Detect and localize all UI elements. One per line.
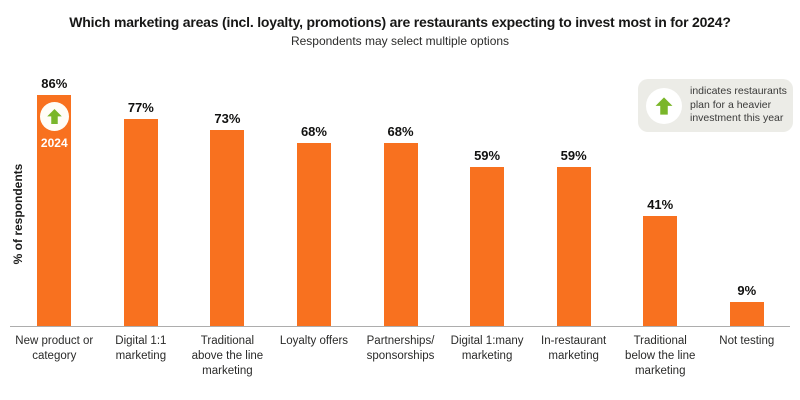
- bar: [556, 167, 591, 326]
- bar-value-label: 41%: [647, 197, 674, 212]
- bar: 2024: [37, 95, 72, 326]
- category-label: In-restaurant marketing: [541, 335, 607, 362]
- bars-area: 86% 2024 77% 73% 68% 68% 59% 59% 41% 9%: [11, 57, 790, 326]
- bar-column: 59%: [530, 57, 617, 326]
- up-arrow-icon: [646, 87, 682, 124]
- bar-column: 77%: [98, 57, 185, 326]
- x-axis-line: [10, 326, 790, 327]
- bar: [210, 130, 245, 326]
- category-label: Not testing: [719, 335, 775, 347]
- up-arrow-icon: [39, 102, 69, 131]
- bar-value-label: 59%: [474, 148, 501, 163]
- category-label: Traditional above the line marketing: [191, 335, 264, 377]
- bar-column: 9%: [704, 57, 791, 326]
- bar-value-label: 73%: [214, 111, 241, 126]
- category-label: Digital 1:many marketing: [450, 335, 524, 362]
- bar: [729, 302, 764, 326]
- bar-value-label: 9%: [737, 283, 757, 298]
- bar: [383, 143, 418, 326]
- bar-column: 86% 2024: [11, 57, 98, 326]
- bar-column: 73%: [184, 57, 271, 326]
- category-labels: New product or category Digital 1:1 marke…: [11, 334, 790, 379]
- legend-text: indicates restaurants plan for a heavier…: [690, 84, 787, 125]
- bar-value-label: 68%: [300, 124, 327, 139]
- bar: [643, 216, 678, 326]
- bar: [470, 167, 505, 326]
- bar-column: 59%: [444, 57, 531, 326]
- bar-value-label: 77%: [127, 100, 154, 115]
- bar-column: 41%: [617, 57, 704, 326]
- category-label: Digital 1:1 marketing: [115, 335, 167, 362]
- category-label: Traditional below the line marketing: [625, 335, 696, 377]
- category-label: Partnerships/ sponsorships: [366, 335, 435, 362]
- bar-column: 68%: [357, 57, 444, 326]
- chart-title: Which marketing areas (incl. loyalty, pr…: [69, 14, 731, 30]
- year-annotation: 2024: [40, 136, 68, 150]
- bar-column: 68%: [271, 57, 358, 326]
- bar-value-label: 68%: [387, 124, 414, 139]
- category-label: Loyalty offers: [279, 335, 349, 347]
- bar-value-label: 59%: [560, 148, 587, 163]
- bar: [296, 143, 331, 326]
- bar-value-label: 86%: [41, 76, 68, 91]
- category-label: New product or category: [15, 335, 94, 362]
- legend: indicates restaurants plan for a heavier…: [638, 79, 793, 132]
- chart-subtitle: Respondents may select multiple options: [290, 34, 510, 48]
- bar: [123, 119, 158, 326]
